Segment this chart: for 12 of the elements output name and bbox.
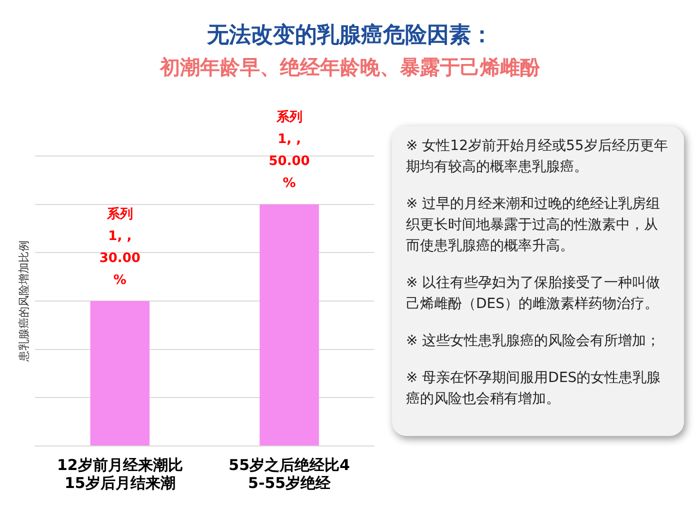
chart-title: 无法改变的乳腺癌危险因素：: [206, 22, 494, 50]
y-axis-title: 患乳腺癌的风险增加比例: [17, 240, 30, 362]
text: ※ 过早的月经来潮和过晚的绝经让乳房组织更长时间地暴露于过高的性激素中，从而使患乳腺癌的概率升高。: [406, 195, 662, 256]
text: ※ 这些女性患乳腺癌的风险会有所增加；: [406, 332, 662, 351]
text: ※ 以往有些孕妇为了保胎接受了一种叫做己烯雌酚（DES）的雌激素样药物治疗。: [406, 274, 662, 314]
data-label: 系列 1, , 30.00 %: [99, 206, 140, 288]
data-label: 系列 1, , 50.00 %: [268, 109, 310, 192]
text: ※ 母亲在怀孕期间服用DES的女性患乳腺癌的风险也会稍有增加。: [406, 369, 662, 409]
x-tick-label: 12岁前月经来潮比15岁后月结来潮: [56, 456, 183, 492]
text: ※ 女性12岁前开始月经或55岁后经历更年期均有较高的概率患乳腺癌。: [406, 137, 669, 177]
chart-subtitle: 初潮年龄早、绝经年龄晚、暴露于己烯雌酚: [158, 54, 541, 81]
x-tick-label: 55岁之后绝经比45-55岁绝经: [228, 456, 350, 492]
